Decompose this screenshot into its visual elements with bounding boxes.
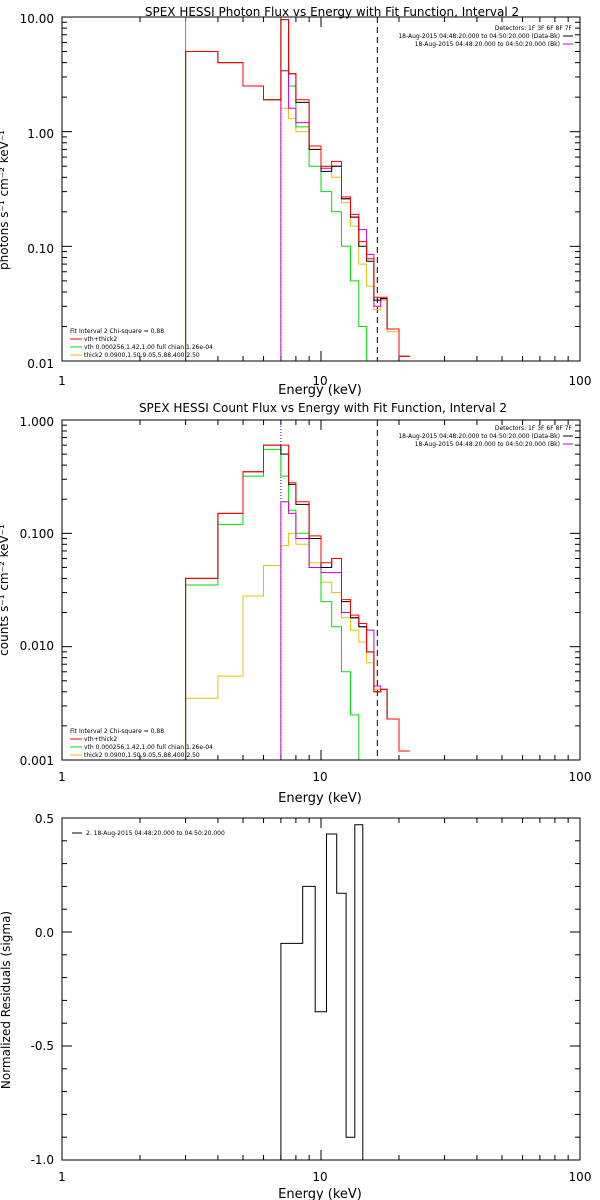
count-panel-title: SPEX HESSI Count Flux vs Energy with Fit… <box>139 401 507 415</box>
count-x-tick-label-100: 100 <box>569 770 592 784</box>
count-legend-bk-interval: 18-Aug-2015 04:48:20.000 to 04:50:20.000… <box>415 441 560 448</box>
photon-axes-frame <box>61 16 581 362</box>
count-x-tick-label-10: 10 <box>312 770 327 784</box>
photon-legend-data-interval: 18-Aug-2015 04:48:20.000 to 04:50:20.000… <box>398 33 560 40</box>
photon-panel-y-label: photons s⁻¹ cm⁻² keV⁻¹ <box>0 130 11 270</box>
count-legend-total-model: vth+thick2 <box>84 736 117 743</box>
residuals-y-tick-label-0.0: 0.0 <box>35 926 54 940</box>
photon-y-tick-label-1.00: 1.00 <box>27 127 54 141</box>
count-y-tick-label-0.100: 0.100 <box>20 527 54 541</box>
residuals-y-tick-label-0.5: 0.5 <box>35 812 54 826</box>
residuals-y-tick-label-neg0.5: -0.5 <box>31 1039 54 1053</box>
count-background-spectrum-histogram <box>280 501 399 760</box>
count-y-tick-label-0.010: 0.010 <box>20 639 54 653</box>
photon-legend-thick2: thick2 0.0900,1.50,9.05,5.88,400,2.50 <box>84 352 200 359</box>
count-x-tick-label-1: 1 <box>58 770 66 784</box>
residuals-residuals-histogram <box>280 824 378 1161</box>
photon-legend-bk-interval: 18-Aug-2015 04:48:20.000 to 04:50:20.000… <box>415 41 560 48</box>
count-legend-thermal: vth 0.000256,1.42,1.00 full chian 1.26e-… <box>84 744 213 751</box>
residuals-x-tick-label-100: 100 <box>569 1170 592 1184</box>
count-legend-fit-interval: Fit Interval 2 Chi-square = 0.88 <box>70 728 164 735</box>
residuals-x-tick-label-1: 1 <box>58 1170 66 1184</box>
count-flux-panel: SPEX HESSI Count Flux vs Energy with Fit… <box>0 401 591 806</box>
residuals-legend-interval: 2. 18-Aug-2015 04:48:20.000 to 04:50:20.… <box>86 830 225 837</box>
photon-y-tick-label-0.01: 0.01 <box>27 357 54 371</box>
count-y-tick-label-1.000: 1.000 <box>20 415 54 429</box>
photon-flux-panel: SPEX HESSI Photon Flux vs Energy with Fi… <box>0 5 591 398</box>
photon-panel-x-label: Energy (keV) <box>278 383 362 398</box>
count-axes-frame <box>61 419 581 761</box>
count-legend-thick2: thick2 0.0900,1.50,9.05,5.88,400,2.50 <box>84 752 200 759</box>
count-plot-area <box>61 419 581 761</box>
residuals-plot-area <box>61 817 581 1161</box>
photon-legend-detectors: Detectors: 1F 3F 6F 8F 7F <box>495 25 573 32</box>
count-y-tick-label-0.001: 0.001 <box>20 754 54 768</box>
photon-legend-fit-interval: Fit Interval 2 Chi-square = 0.88 <box>70 328 164 335</box>
residuals-axes-frame <box>61 817 581 1161</box>
count-panel-x-label: Energy (keV) <box>278 791 362 806</box>
count-thick2-component-histogram <box>185 532 410 760</box>
count-legend-data-interval: 18-Aug-2015 04:48:20.000 to 04:50:20.000… <box>398 433 560 440</box>
residuals-panel-y-label: Normalized Residuals (sigma) <box>0 911 13 1089</box>
count-panel-y-label: counts s⁻¹ cm⁻² keV⁻¹ <box>0 524 11 656</box>
count-legend-detectors: Detectors: 1F 3F 6F 8F 7F <box>495 425 573 432</box>
residuals-x-tick-label-10: 10 <box>312 1170 327 1184</box>
photon-x-tick-label-1: 1 <box>58 374 66 388</box>
photon-legend-thermal: vth 0.000256,1.42,1.00 full chian 1.26e-… <box>84 344 213 351</box>
photon-total-model-histogram <box>185 19 410 361</box>
photon-x-tick-label-100: 100 <box>569 374 592 388</box>
photon-x-tick-label-10: 10 <box>312 374 327 388</box>
photon-y-tick-label-0.10: 0.10 <box>27 242 54 256</box>
photon-y-tick-label-10.00: 10.00 <box>20 12 54 26</box>
count-total-model-histogram <box>185 444 410 760</box>
residuals-panel: Normalized Residuals (sigma) Energy (keV… <box>0 812 591 1200</box>
residuals-y-tick-label-neg1.0: -1.0 <box>31 1153 54 1167</box>
residuals-panel-x-label: Energy (keV) <box>278 1187 362 1200</box>
photon-panel-title: SPEX HESSI Photon Flux vs Energy with Fi… <box>145 5 519 19</box>
photon-legend-total-model: vth+thick2 <box>84 336 117 343</box>
